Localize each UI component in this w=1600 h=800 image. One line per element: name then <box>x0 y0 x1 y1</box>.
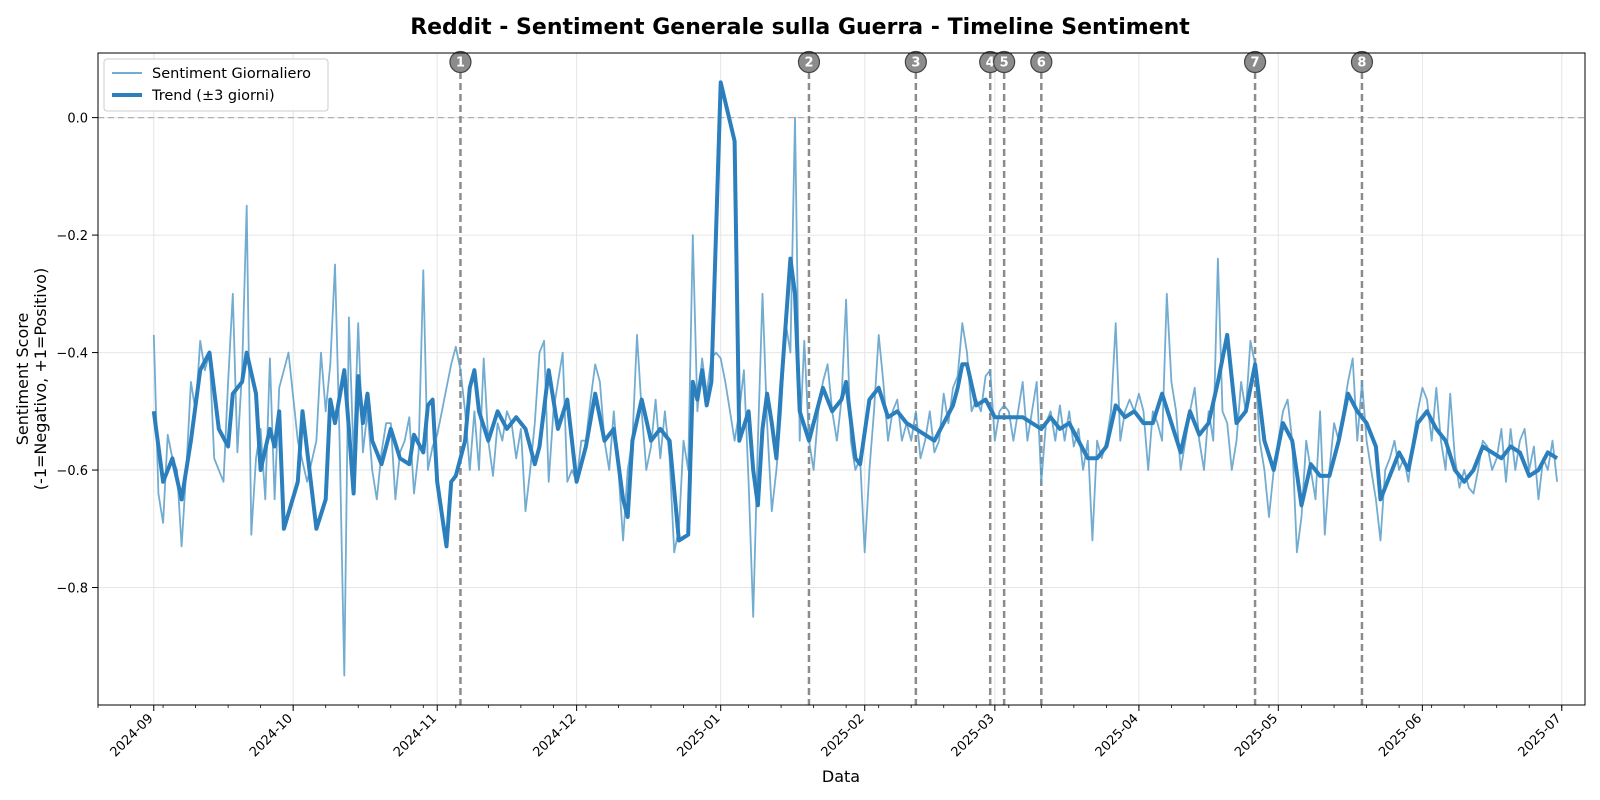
legend-box <box>103 58 329 112</box>
x-axis: 2024-09 2024-10 2024-11 2024-12 2025-01 2025-… <box>97 705 1565 760</box>
x-tick-label: 2025-02 <box>819 711 868 760</box>
y-axis-label-line1: Sentiment Score <box>13 313 32 446</box>
grid <box>98 53 1585 705</box>
x-tick-label: 2024-09 <box>108 711 157 760</box>
chart-title: Reddit - Sentiment Generale sulla Guerra… <box>410 15 1190 40</box>
x-tick-label: 2024-12 <box>530 711 579 760</box>
event-label: 3 <box>911 56 920 71</box>
event-label: 8 <box>1357 56 1366 71</box>
plot-frame <box>97 52 1586 706</box>
y-tick-label: −0.2 <box>56 229 88 244</box>
daily-sentiment-line <box>152 116 1558 677</box>
event-label: 5 <box>1000 56 1009 71</box>
event-badge <box>1350 50 1374 74</box>
x-tick-label: 2025-01 <box>674 711 723 760</box>
legend: Sentiment Giornaliero Trend (±3 giorni) <box>103 58 329 112</box>
event-badge <box>1243 50 1267 74</box>
y-tick-label: −0.8 <box>56 582 88 597</box>
event-label: 2 <box>804 56 813 71</box>
event-label: 1 <box>456 56 465 71</box>
x-tick-label: 2025-05 <box>1232 711 1281 760</box>
x-axis-label: Data <box>822 767 860 786</box>
event-label: 7 <box>1251 56 1260 71</box>
x-tick-label: 2025-04 <box>1093 711 1142 760</box>
y-tick-label: 0.0 <box>67 112 88 127</box>
event-label: 4 <box>986 56 995 71</box>
legend-label-trend: Trend (±3 giorni) <box>151 88 275 104</box>
event-badge <box>993 50 1016 74</box>
y-tick-label: −0.6 <box>56 464 88 479</box>
x-tick-label: 2024-11 <box>391 711 440 760</box>
event-badge <box>797 50 821 74</box>
event-badge <box>904 50 927 74</box>
y-axis-label: Sentiment Score (-1=Negativo, +1=Positiv… <box>13 268 50 490</box>
y-tick-label: −0.4 <box>56 347 88 362</box>
y-axis-label-line2: (-1=Negativo, +1=Positivo) <box>31 268 50 490</box>
x-tick-label: 2025-07 <box>1516 711 1565 760</box>
event-label: 6 <box>1037 56 1046 71</box>
legend-label-daily: Sentiment Giornaliero <box>152 66 311 82</box>
trend-line <box>151 80 1559 549</box>
event-badge <box>1030 50 1053 74</box>
x-tick-label: 2025-03 <box>949 711 998 760</box>
y-axis: 0.0 −0.2 −0.4 −0.6 −0.8 <box>56 112 98 597</box>
event-badge <box>449 50 472 74</box>
series-lines <box>151 80 1559 677</box>
x-tick-label: 2025-06 <box>1376 711 1425 760</box>
x-tick-label: 2024-10 <box>247 711 296 760</box>
